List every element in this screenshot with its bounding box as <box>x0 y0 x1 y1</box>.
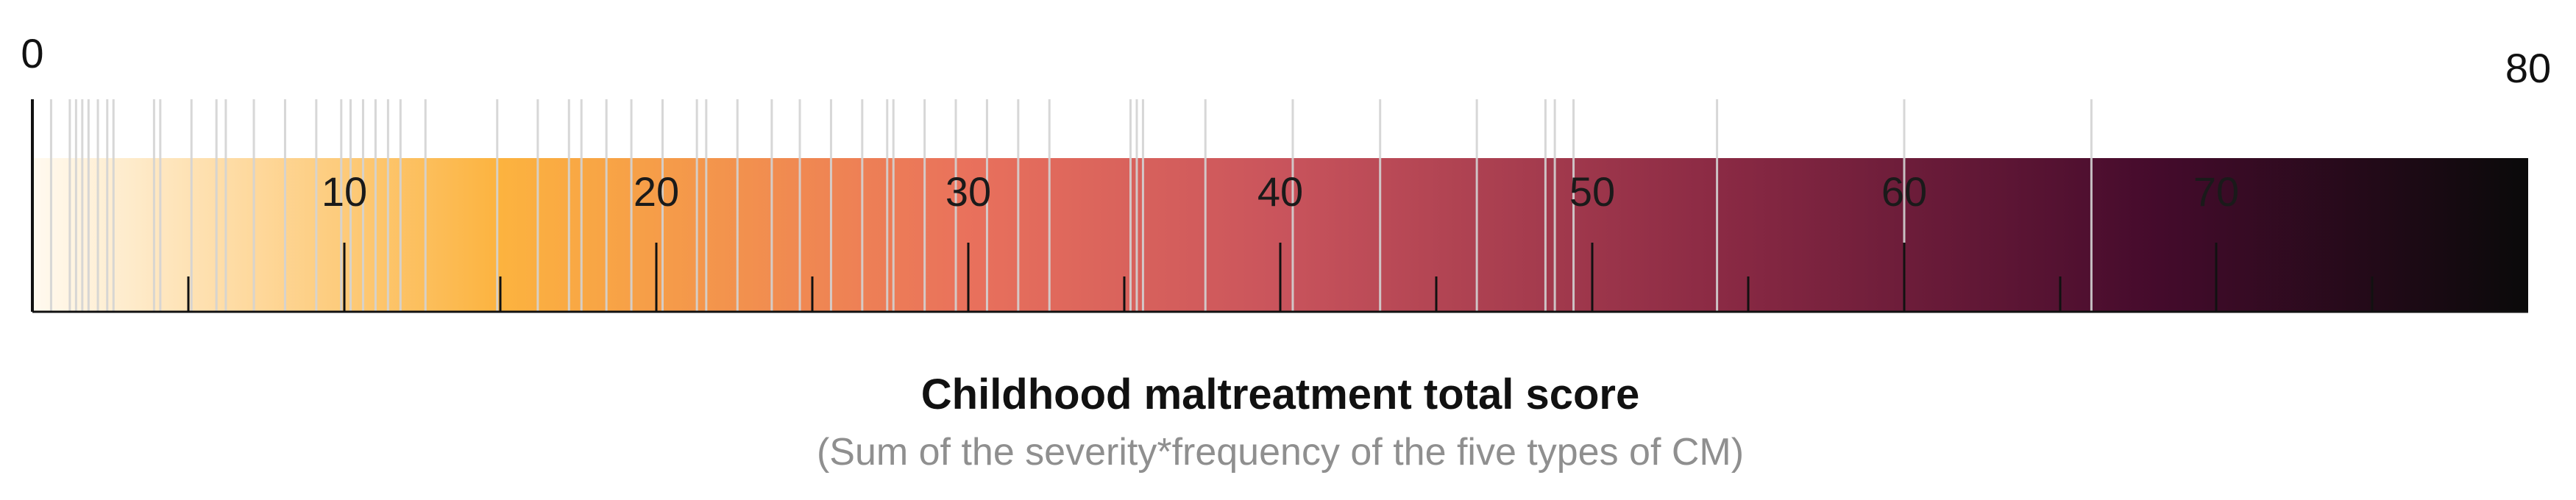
tick-label: 40 <box>1257 168 1303 215</box>
axis-ticks <box>187 243 2374 312</box>
tick-label: 20 <box>634 168 679 215</box>
chart-subtitle: (Sum of the severity*frequency of the fi… <box>817 431 1744 474</box>
chart-title: Childhood maltreatment total score <box>921 371 1639 418</box>
tick-label: 70 <box>2193 168 2239 215</box>
axis-min-label: 0 <box>21 30 43 76</box>
tick-label: 50 <box>1569 168 1615 215</box>
tick-label: 60 <box>1881 168 1927 215</box>
tick-label: 30 <box>945 168 991 215</box>
tick-labels: 10 20 30 40 50 60 70 <box>322 168 2239 215</box>
tick-label: 10 <box>322 168 367 215</box>
axis-max-label: 80 <box>2505 45 2551 91</box>
observation-lines <box>49 99 2093 312</box>
